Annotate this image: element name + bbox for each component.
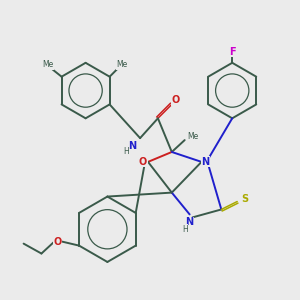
Text: Me: Me bbox=[42, 60, 53, 69]
Text: O: O bbox=[139, 157, 147, 167]
Text: F: F bbox=[229, 47, 236, 57]
Text: S: S bbox=[242, 194, 249, 203]
Text: O: O bbox=[172, 95, 180, 106]
Text: Me: Me bbox=[187, 132, 198, 141]
Text: N: N bbox=[128, 141, 136, 151]
Text: N: N bbox=[186, 217, 194, 227]
Text: H: H bbox=[182, 225, 188, 234]
Text: N: N bbox=[201, 157, 209, 167]
Text: H: H bbox=[123, 148, 129, 157]
Text: Me: Me bbox=[116, 60, 127, 69]
Text: O: O bbox=[53, 237, 61, 247]
